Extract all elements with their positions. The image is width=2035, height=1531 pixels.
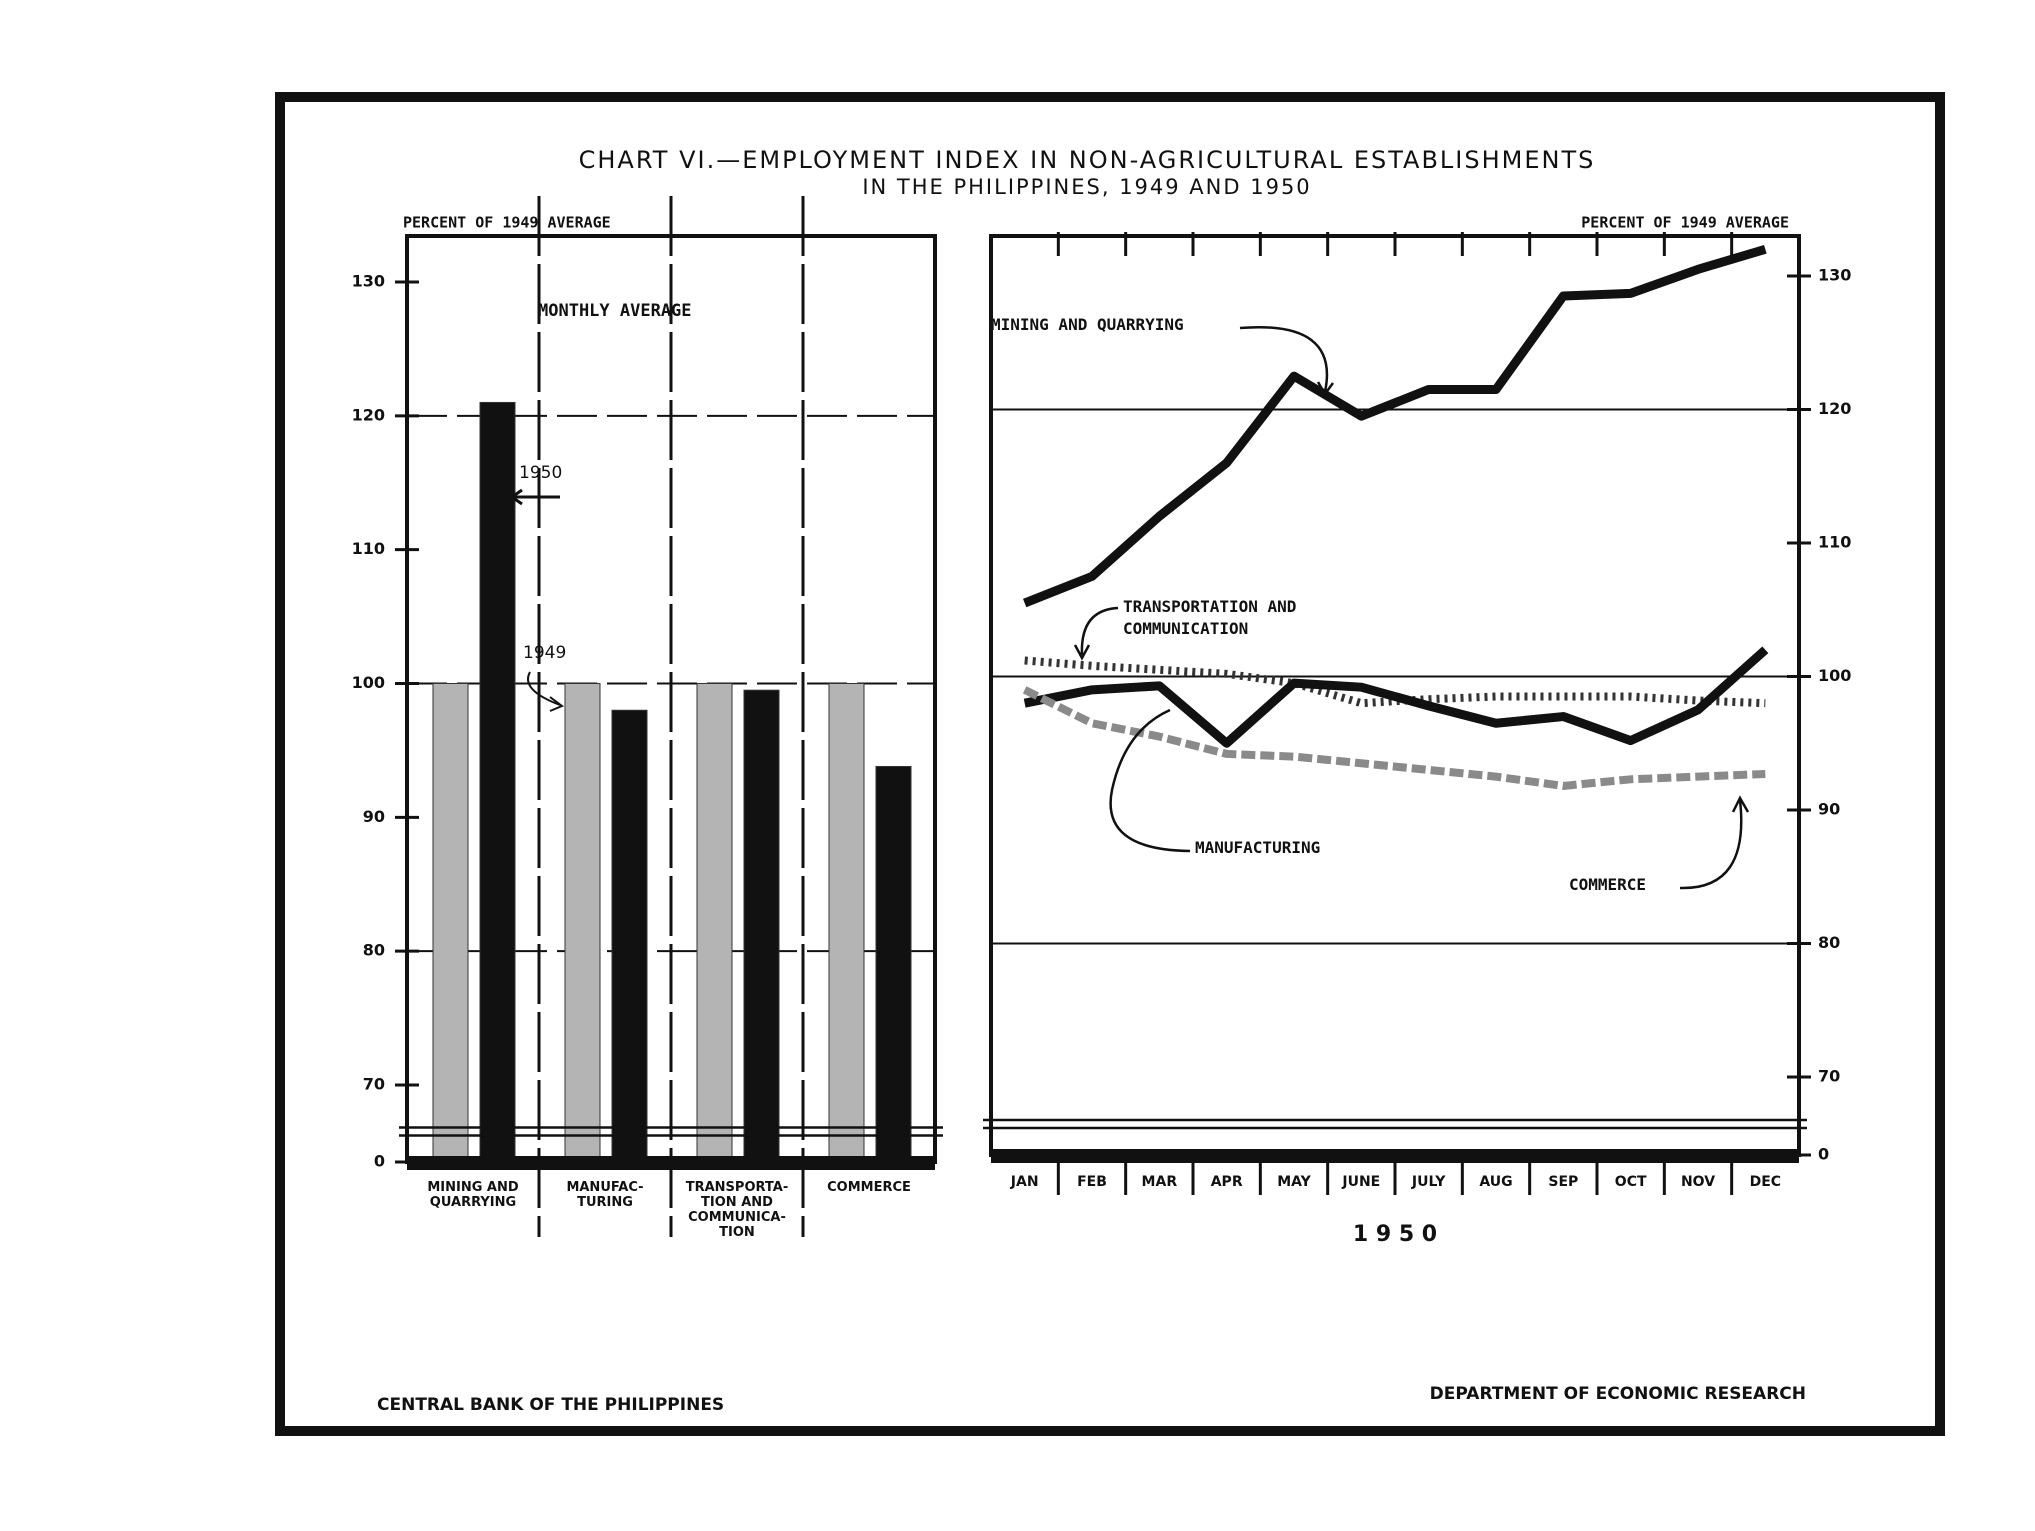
arrow	[1679, 795, 1750, 890]
y-tick-label: 130	[1818, 266, 1851, 285]
x-tick-label: NOV	[1681, 1174, 1715, 1190]
line-series	[1022, 686, 1766, 790]
baseline-band	[407, 1156, 935, 1170]
bar	[432, 683, 469, 1163]
y-axis-label: PERCENT OF 1949 AVERAGE	[1581, 214, 1789, 232]
series-label: COMMERCE	[1569, 875, 1647, 894]
line-series	[1023, 244, 1767, 608]
title-line: CHART VI.—EMPLOYMENT INDEX IN NON-AGRICU…	[579, 146, 1596, 174]
y-tick-label: 80	[1818, 933, 1840, 952]
annotation: MONTHLY AVERAGE	[538, 301, 692, 321]
arrow	[527, 671, 564, 712]
bar	[479, 401, 516, 1163]
bar	[743, 689, 780, 1163]
x-tick-label: AUG	[1479, 1174, 1512, 1190]
y-tick-label: 70	[1818, 1067, 1840, 1086]
x-tick-label: APR	[1211, 1174, 1243, 1190]
bar	[564, 683, 601, 1163]
footer-left: CENTRAL BANK OF THE PHILIPPINES	[377, 1395, 724, 1415]
frame	[275, 92, 1945, 1436]
x-axis-label: 1 9 5 0	[1353, 1222, 1437, 1247]
x-tick-label: DEC	[1750, 1174, 1781, 1190]
x-tick-label: MAY	[1277, 1174, 1311, 1190]
bar	[875, 765, 912, 1163]
y-tick-label: 100	[352, 673, 385, 692]
series-label: MANUFACTURING	[1195, 838, 1321, 857]
y-tick-label: 120	[1818, 399, 1851, 418]
x-tick-label: COMMERCE	[827, 1180, 911, 1195]
bar	[611, 709, 648, 1163]
footer-right: DEPARTMENT OF ECONOMIC RESEARCH	[1430, 1384, 1806, 1404]
arrow	[1073, 606, 1119, 661]
bar	[696, 683, 733, 1163]
x-tick-label: TRANSPORTA- TION AND COMMUNICA- TION	[685, 1180, 789, 1240]
annotation: 1949	[523, 643, 567, 663]
annotation: 1950	[519, 463, 563, 483]
y-tick-label: 80	[363, 941, 385, 960]
y-tick-label: 0	[1818, 1145, 1829, 1164]
title-line: IN THE PHILIPPINES, 1949 AND 1950	[862, 175, 1311, 199]
x-tick-label: JUNE	[1341, 1174, 1380, 1190]
x-tick-label: OCT	[1615, 1174, 1647, 1190]
bar	[828, 683, 865, 1163]
x-tick-label: JAN	[1010, 1174, 1039, 1190]
series-label: MINING AND QUARRYING	[991, 315, 1184, 334]
y-tick-label: 110	[1818, 533, 1851, 552]
y-tick-label: 120	[352, 405, 385, 424]
y-tick-label: 70	[363, 1075, 385, 1094]
arrow	[1239, 325, 1335, 397]
x-tick-label: SEP	[1548, 1174, 1578, 1190]
y-tick-label: 90	[1818, 800, 1840, 819]
y-tick-label: 90	[363, 807, 385, 826]
x-tick-label: MANUFAC- TURING	[566, 1180, 644, 1210]
x-tick-label: MAR	[1142, 1174, 1178, 1190]
y-tick-label: 100	[1818, 666, 1851, 685]
baseline-band	[991, 1149, 1799, 1163]
arrow	[1109, 708, 1191, 853]
series-label: TRANSPORTATION AND COMMUNICATION	[1123, 597, 1297, 638]
x-tick-label: JULY	[1411, 1174, 1446, 1190]
x-tick-label: MINING AND QUARRYING	[427, 1180, 519, 1210]
x-tick-label: FEB	[1077, 1174, 1107, 1190]
y-axis-label: PERCENT OF 1949 AVERAGE	[403, 214, 611, 232]
y-tick-label: 110	[352, 539, 385, 558]
arrow	[509, 488, 560, 506]
line-series	[1023, 646, 1769, 748]
y-tick-label: 0	[374, 1152, 385, 1171]
y-tick-label: 130	[352, 272, 385, 291]
